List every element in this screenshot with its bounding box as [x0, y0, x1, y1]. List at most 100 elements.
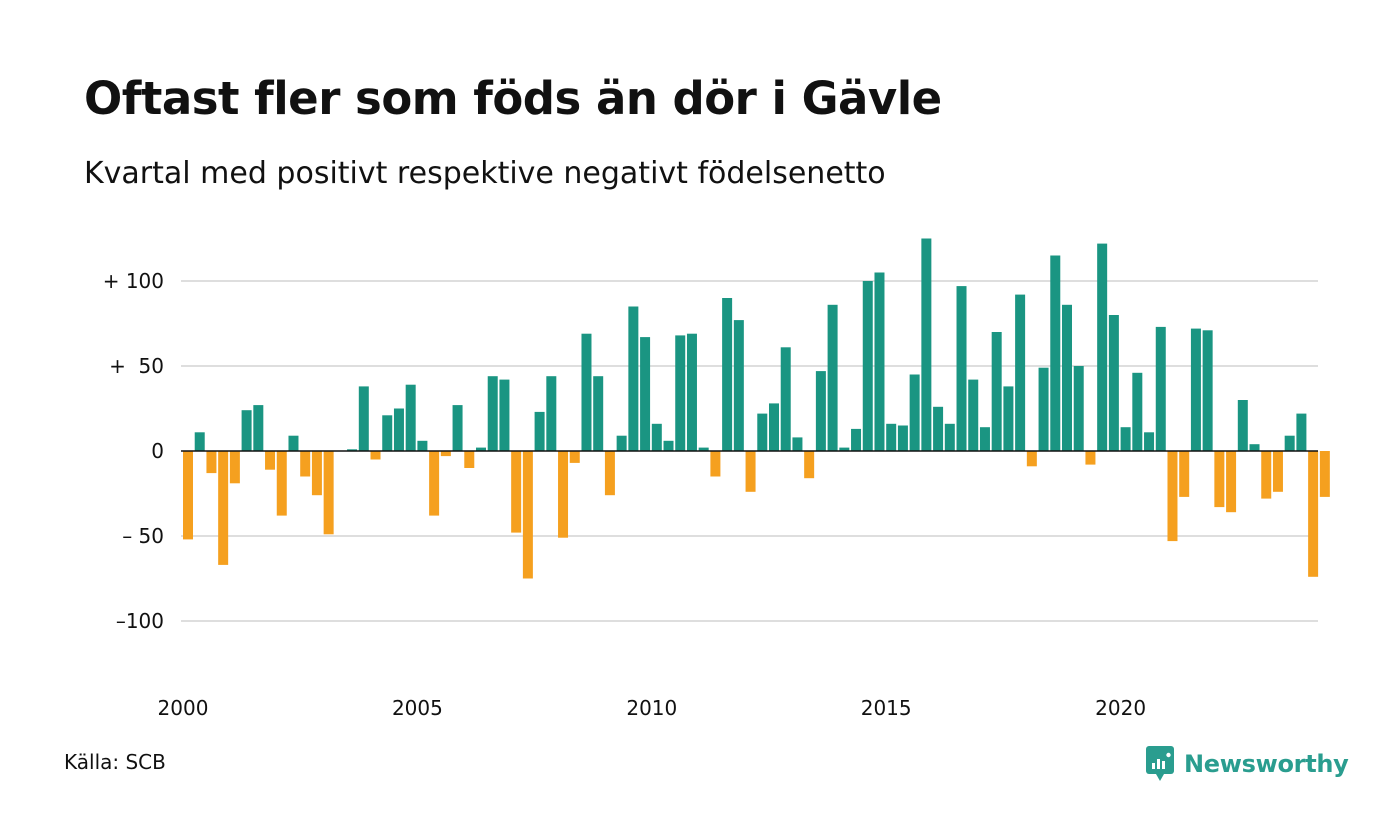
bar-2016-q4: [968, 379, 979, 451]
bar-2019-q3: [1097, 243, 1108, 451]
bar-2006-q4: [499, 379, 510, 451]
bar-2001-q3: [253, 405, 264, 451]
y-tick-label: 0: [151, 439, 164, 463]
y-axis-labels: + 100 + 50 0 – 50 –100: [103, 269, 164, 633]
bar-2005-q2: [429, 451, 440, 516]
bar-2021-q3: [1190, 328, 1201, 451]
bar-2014-q4: [874, 272, 885, 451]
bar-2022-q4: [1249, 444, 1260, 451]
y-tick-label: + 50: [109, 354, 164, 378]
bar-2013-q3: [815, 371, 826, 451]
bar-2007-q4: [546, 376, 557, 451]
bar-2000-q2: [194, 432, 205, 451]
bar-2007-q3: [534, 411, 545, 451]
bar-2017-q3: [1003, 386, 1014, 451]
bar-2001-q1: [229, 451, 240, 484]
bar-2010-q4: [686, 333, 697, 451]
newsworthy-logo-icon: [1146, 746, 1174, 781]
bar-2002-q4: [311, 451, 322, 496]
bar-2024-q2: [1319, 451, 1330, 497]
bar-2016-q2: [944, 423, 955, 451]
bar-2020-q4: [1155, 326, 1166, 451]
bar-2022-q3: [1237, 400, 1248, 451]
bar-2002-q3: [300, 451, 311, 477]
bar-2011-q3: [722, 298, 733, 451]
bar-2016-q3: [956, 286, 967, 451]
bar-2018-q1: [1026, 451, 1037, 467]
bar-2007-q2: [522, 451, 533, 579]
bar-2019-q4: [1108, 315, 1119, 451]
bar-2018-q3: [1050, 255, 1061, 451]
bar-2014-q3: [862, 281, 873, 451]
bar-2003-q4: [358, 386, 369, 451]
bar-2004-q2: [382, 415, 393, 451]
bar-2008-q4: [593, 376, 604, 451]
brand-logo: Newsworthy: [1146, 744, 1349, 784]
bar-2020-q3: [1144, 432, 1155, 451]
bar-2009-q4: [640, 337, 651, 451]
bar-2001-q2: [241, 410, 252, 451]
bar-2009-q2: [616, 435, 627, 451]
bar-2006-q2: [476, 447, 486, 451]
bar-2003-q3: [347, 449, 358, 451]
y-tick-label: + 100: [103, 269, 164, 293]
bar-2018-q4: [1062, 304, 1072, 451]
bar-2002-q2: [288, 435, 299, 451]
bar-2015-q4: [921, 238, 932, 451]
bar-2001-q4: [265, 451, 276, 470]
bar-2008-q1: [558, 451, 569, 538]
bar-2006-q3: [487, 376, 498, 451]
bar-2013-q2: [804, 451, 815, 479]
x-tick-label: 2010: [626, 696, 677, 720]
x-tick-label: 2000: [158, 696, 209, 720]
bar-2008-q3: [581, 333, 592, 451]
bar-2020-q2: [1132, 372, 1143, 451]
bar-2015-q3: [909, 374, 920, 451]
bar-2017-q4: [1015, 294, 1026, 451]
bar-2023-q1: [1261, 451, 1272, 499]
bar-2017-q1: [979, 427, 990, 451]
bar-2011-q4: [733, 320, 744, 451]
bar-2020-q1: [1120, 427, 1131, 451]
bar-2013-q1: [792, 437, 803, 451]
bar-2004-q3: [393, 408, 404, 451]
y-tick-label: –100: [116, 609, 164, 633]
chart-title: Oftast fler som föds än dör i Gävle: [84, 72, 942, 125]
bar-2014-q2: [851, 428, 862, 451]
bar-2002-q1: [276, 451, 287, 516]
bar-2023-q4: [1296, 413, 1307, 451]
bar-2024-q1: [1308, 451, 1319, 577]
bar-2000-q4: [218, 451, 229, 565]
y-tick-label: – 50: [122, 524, 164, 548]
bar-2009-q1: [604, 451, 615, 496]
bar-2014-q1: [839, 447, 850, 451]
bar-2022-q1: [1214, 451, 1225, 508]
bar-2000-q1: [183, 451, 193, 540]
source-note: Källa: SCB: [64, 750, 166, 774]
bar-2022-q2: [1226, 451, 1237, 513]
bar-2010-q1: [651, 423, 662, 451]
bar-2005-q1: [417, 440, 428, 451]
x-axis-labels: 2000 2005 2010 2015 2020: [158, 696, 1147, 720]
bar-2016-q1: [933, 406, 944, 451]
bar-chart: + 100 + 50 0 – 50 –100 2000 2005 2010 2015 2020: [103, 238, 1330, 720]
bar-2023-q3: [1284, 435, 1295, 451]
bar-2019-q2: [1085, 451, 1096, 465]
bar-2013-q4: [827, 304, 838, 451]
bar-2012-q4: [780, 347, 791, 451]
bar-2000-q3: [206, 451, 217, 474]
bar-2003-q1: [323, 451, 334, 535]
x-tick-label: 2005: [392, 696, 443, 720]
bar-2009-q3: [628, 306, 639, 451]
bar-2023-q2: [1272, 451, 1283, 492]
bar-2005-q4: [452, 405, 463, 451]
gridlines: [181, 280, 1318, 622]
bar-2012-q2: [757, 413, 768, 451]
bar-2006-q1: [464, 451, 475, 468]
bar-2017-q2: [991, 332, 1002, 451]
bar-2021-q2: [1179, 451, 1190, 497]
chart-subtitle: Kvartal med positivt respektive negativt…: [84, 156, 886, 191]
bar-2005-q3: [440, 451, 451, 457]
x-tick-label: 2020: [1095, 696, 1146, 720]
bar-2015-q1: [886, 423, 897, 451]
